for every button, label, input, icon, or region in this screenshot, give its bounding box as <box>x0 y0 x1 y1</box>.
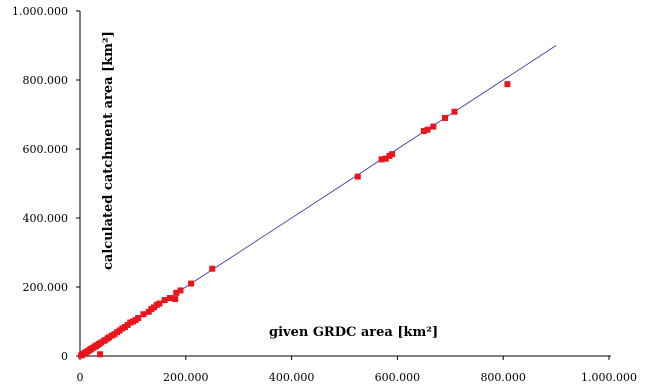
data-point <box>173 289 180 296</box>
x-tick-label: 800.000 <box>480 371 526 384</box>
x-tick-label: 1.000.000 <box>581 371 637 384</box>
data-point <box>172 296 179 303</box>
data-point <box>378 156 385 163</box>
data-point <box>97 351 104 358</box>
y-tick-label: 0 <box>61 350 68 363</box>
data-point <box>209 265 216 272</box>
data-point <box>430 123 437 130</box>
data-point <box>504 81 511 88</box>
x-tick-label: 200.000 <box>163 371 209 384</box>
data-point <box>177 287 184 294</box>
x-tick-label: 400.000 <box>269 371 315 384</box>
data-point <box>389 151 396 158</box>
data-point <box>442 114 449 121</box>
data-point <box>451 108 458 115</box>
data-point <box>156 300 163 307</box>
data-point <box>420 128 427 135</box>
x-axis-title: given GRDC area [km²] <box>269 325 438 340</box>
data-point <box>382 155 389 162</box>
data-point <box>188 280 195 287</box>
y-tick-label: 200.000 <box>23 281 69 294</box>
y-axis-title: calculated catchment area [km²] <box>101 31 116 270</box>
y-tick-label: 800.000 <box>23 74 69 87</box>
x-tick-label: 0 <box>77 371 84 384</box>
data-point <box>424 126 431 133</box>
y-tick-label: 600.000 <box>23 143 69 156</box>
y-tick-label: 400.000 <box>23 212 69 225</box>
data-point <box>135 315 142 322</box>
data-points <box>78 81 511 359</box>
x-tick-label: 600.000 <box>375 371 421 384</box>
data-point <box>354 173 361 180</box>
data-point <box>140 311 147 318</box>
data-point <box>166 295 173 302</box>
data-point <box>161 297 168 304</box>
y-tick-label: 1.000.000 <box>12 5 68 18</box>
axes: 0 200.000 400.000 600.000 800.000 1.000.000 0 2… <box>12 5 637 384</box>
